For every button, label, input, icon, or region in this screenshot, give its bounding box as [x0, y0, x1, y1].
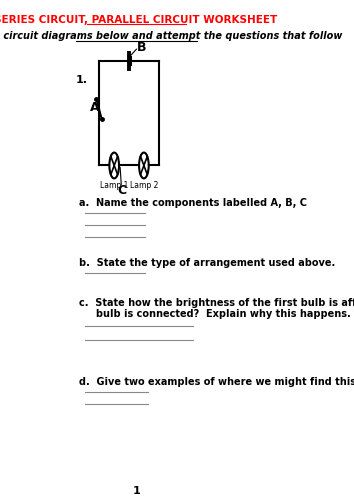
- Text: 1: 1: [132, 486, 140, 496]
- Text: 1.: 1.: [76, 75, 87, 85]
- Text: B: B: [137, 41, 146, 54]
- Text: A: A: [90, 101, 99, 114]
- Text: c.  State how the brightness of the first bulb is affected when the second
     : c. State how the brightness of the first…: [79, 298, 354, 320]
- Text: Consider the circuit diagrams below and attempt the questions that follow: Consider the circuit diagrams below and …: [0, 31, 342, 41]
- Text: SERIES CIRCUIT, PARALLEL CIRCUIT WORKSHEET: SERIES CIRCUIT, PARALLEL CIRCUIT WORKSHE…: [0, 16, 278, 26]
- Text: Lamp 2: Lamp 2: [130, 182, 158, 190]
- Text: Lamp 1: Lamp 1: [100, 182, 129, 190]
- Text: C: C: [118, 184, 126, 198]
- Text: d.  Give two examples of where we might find this circuit in everyday life.: d. Give two examples of where we might f…: [79, 378, 354, 388]
- Text: a.  Name the components labelled A, B, C: a. Name the components labelled A, B, C: [79, 198, 307, 208]
- Text: b.  State the type of arrangement used above.: b. State the type of arrangement used ab…: [79, 258, 335, 268]
